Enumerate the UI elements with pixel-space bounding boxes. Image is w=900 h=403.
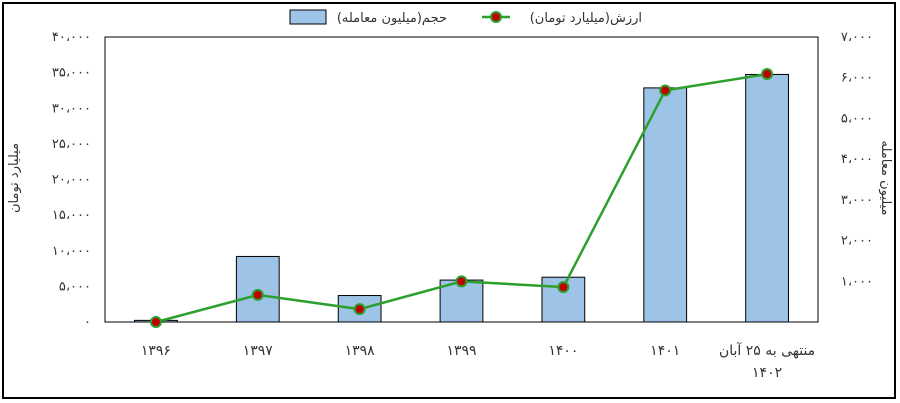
legend-label-line: ارزش(میلیارد تومان)	[530, 11, 642, 26]
x-tick-label: منتهی به ۲۵ آبان ۱۴۰۲	[719, 342, 815, 381]
right-tick-label: ۶،۰۰۰	[841, 71, 873, 86]
x-tick-label: ۱۴۰۱	[650, 343, 680, 359]
left-tick-label: ۳۰،۰۰۰	[52, 101, 91, 116]
left-tick-label: ۵،۰۰۰	[59, 279, 91, 294]
x-tick-label: ۱۴۰۰	[548, 343, 578, 359]
right-tick-label: ۲،۰۰۰	[841, 234, 873, 249]
line-marker	[659, 84, 672, 97]
left-tick-label: ۲۰،۰۰۰	[52, 173, 91, 188]
right-tick-label: ۳،۰۰۰	[841, 193, 873, 208]
line-marker	[557, 281, 570, 294]
right-tick-label: ۴،۰۰۰	[841, 152, 873, 167]
line-marker	[353, 303, 366, 316]
bar	[541, 276, 586, 323]
right-tick-label: ۷،۰۰۰	[841, 30, 873, 45]
line-marker	[761, 68, 774, 81]
left-axis-title: میلیارد تومان	[7, 143, 22, 213]
right-axis-title: میلیون معامله	[878, 141, 893, 216]
right-tick-label: ۵،۰۰۰	[841, 111, 873, 126]
legend-label-bar: حجم(میلیون معامله)	[337, 11, 447, 26]
left-tick-label: ۳۵،۰۰۰	[52, 66, 91, 81]
line-marker	[455, 275, 468, 288]
x-tick-label: ۱۳۹۶	[141, 343, 171, 359]
plot-area: ۰ ۵،۰۰۰ ۱۰،۰۰۰ ۱۵،۰۰۰ ۲۰،۰۰۰ ۲۵،۰۰۰ ۳۰،۰۰۰ ۳۵،۰…	[52, 30, 873, 381]
line-marker	[251, 288, 264, 301]
left-tick-label: ۴۰،۰۰۰	[52, 30, 91, 45]
x-tick-label: ۱۳۹۷	[243, 343, 274, 359]
bar	[337, 295, 382, 323]
legend-swatch-bar	[289, 9, 327, 25]
left-tick-label: ۰	[84, 315, 91, 330]
right-tick-label: ۱،۰۰۰	[841, 274, 873, 289]
left-tick-label: ۱۵،۰۰۰	[52, 208, 91, 223]
bar	[643, 87, 688, 323]
x-tick-label: ۱۳۹۹	[446, 343, 476, 359]
left-tick-label: ۱۰،۰۰۰	[52, 244, 91, 259]
legend-swatch-marker	[490, 11, 502, 23]
x-tick-label: ۱۳۹۸	[345, 343, 376, 359]
legend: حجم(میلیون معامله) ارزش(میلیارد تومان)	[289, 9, 642, 26]
line-marker	[149, 316, 162, 328]
bar	[745, 73, 789, 323]
left-tick-label: ۲۵،۰۰۰	[52, 137, 91, 152]
